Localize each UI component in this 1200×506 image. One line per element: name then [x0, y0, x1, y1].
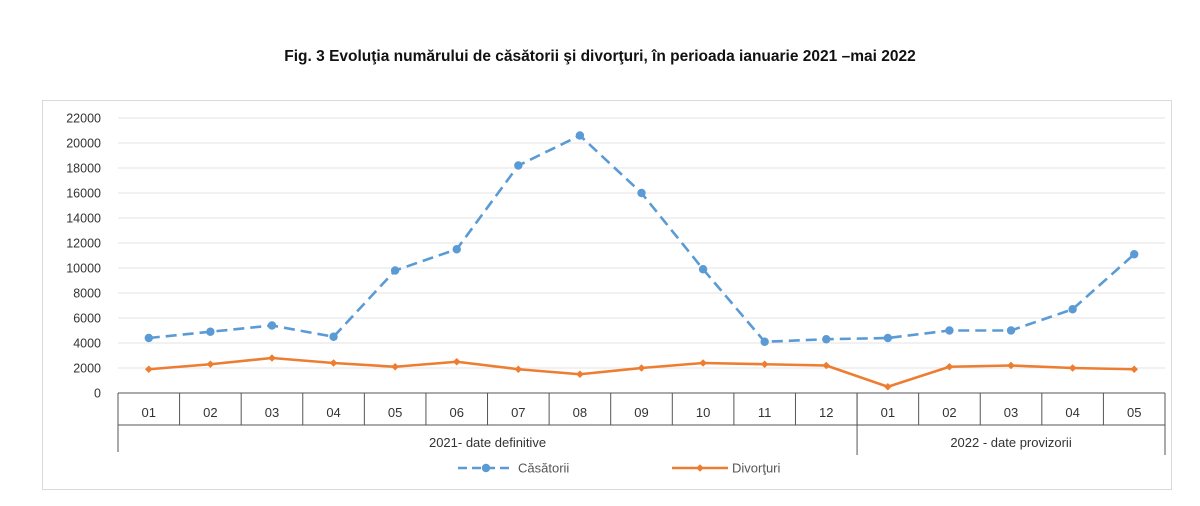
data-point — [391, 362, 399, 371]
data-point — [1130, 250, 1139, 259]
y-tick-label: 2000 — [73, 362, 101, 376]
x-group-label: 2021- date definitive — [429, 435, 546, 450]
series-line — [148, 356, 1135, 389]
legend-swatch-marker — [481, 463, 491, 473]
x-tick-label: 02 — [203, 405, 217, 420]
data-point — [760, 337, 769, 346]
data-point — [760, 360, 769, 369]
data-point — [514, 161, 523, 170]
data-point — [945, 362, 954, 371]
y-tick-label: 16000 — [66, 187, 101, 201]
data-point — [452, 245, 461, 254]
data-point — [576, 370, 584, 379]
data-point — [698, 265, 708, 274]
x-tick-label: 12 — [819, 405, 833, 420]
data-point — [699, 359, 707, 367]
data-point — [945, 326, 954, 335]
data-point — [206, 327, 215, 336]
y-tick-label: 20000 — [66, 137, 101, 151]
x-tick-label: 09 — [634, 405, 648, 420]
x-tick-label: 11 — [758, 405, 772, 420]
data-point — [1068, 364, 1077, 372]
y-tick-label: 18000 — [66, 162, 101, 176]
data-point — [637, 364, 646, 372]
data-point — [1006, 326, 1016, 335]
x-tick-label: 04 — [326, 405, 340, 420]
y-tick-label: 8000 — [73, 287, 101, 301]
data-point — [452, 357, 461, 366]
y-tick-label: 6000 — [73, 312, 101, 326]
data-point — [822, 335, 831, 344]
x-tick-label: 05 — [1127, 405, 1141, 420]
x-tick-label: 03 — [265, 405, 279, 420]
data-point — [144, 333, 153, 343]
x-tick-label: 01 — [142, 405, 156, 420]
data-point — [329, 359, 338, 367]
y-tick-label: 22000 — [66, 112, 101, 126]
data-point — [1068, 305, 1077, 314]
y-tick-label: 4000 — [73, 337, 101, 351]
x-tick-label: 10 — [696, 405, 710, 420]
x-tick-label: 05 — [388, 405, 402, 420]
y-tick-label: 12000 — [66, 237, 101, 251]
legend-swatch-marker — [696, 464, 704, 472]
data-point — [514, 365, 523, 374]
data-point — [1130, 365, 1139, 374]
data-point — [884, 382, 892, 391]
x-tick-label: 06 — [450, 405, 464, 420]
y-tick-label: 0 — [94, 387, 101, 401]
y-tick-label: 10000 — [66, 262, 101, 276]
legend-label: Divorţuri — [732, 461, 781, 476]
x-tick-label: 03 — [1004, 405, 1018, 420]
x-tick-label: 04 — [1065, 405, 1079, 420]
data-point — [268, 354, 276, 362]
x-tick-label: 07 — [511, 405, 525, 420]
data-point — [822, 361, 831, 370]
x-tick-label: 08 — [573, 405, 587, 420]
x-tick-label: 02 — [942, 405, 956, 420]
data-point — [267, 321, 277, 330]
series-line — [148, 134, 1136, 344]
chart-title: Fig. 3 Evoluţia numărului de căsătorii ş… — [284, 48, 916, 65]
x-tick-label: 01 — [881, 405, 895, 420]
data-point — [390, 266, 400, 275]
data-point — [1007, 361, 1015, 370]
data-point — [329, 332, 338, 341]
legend-label: Căsătorii — [518, 461, 569, 476]
chart-frame — [42, 100, 1172, 490]
data-point — [144, 365, 153, 374]
x-group-label: 2022 - date provizorii — [950, 435, 1072, 450]
data-point — [883, 333, 893, 343]
data-point — [637, 188, 646, 198]
data-point — [575, 131, 585, 140]
data-point — [206, 360, 215, 369]
y-tick-label: 14000 — [66, 212, 101, 226]
